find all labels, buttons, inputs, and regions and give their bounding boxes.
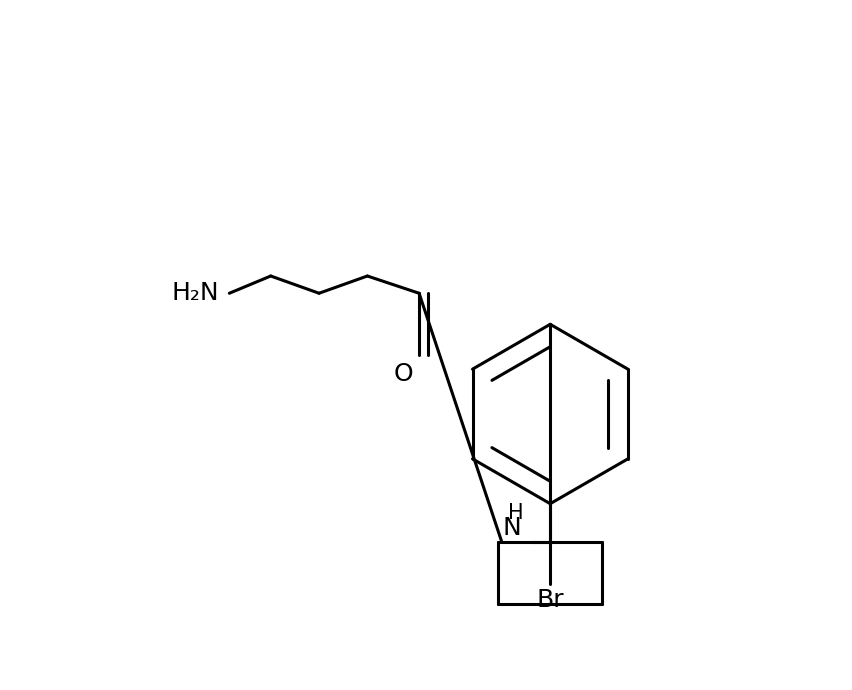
Text: N: N [503,515,521,540]
Text: H₂N: H₂N [171,282,219,305]
Text: O: O [394,362,414,386]
Text: H: H [508,503,523,523]
Text: Br: Br [537,588,564,612]
